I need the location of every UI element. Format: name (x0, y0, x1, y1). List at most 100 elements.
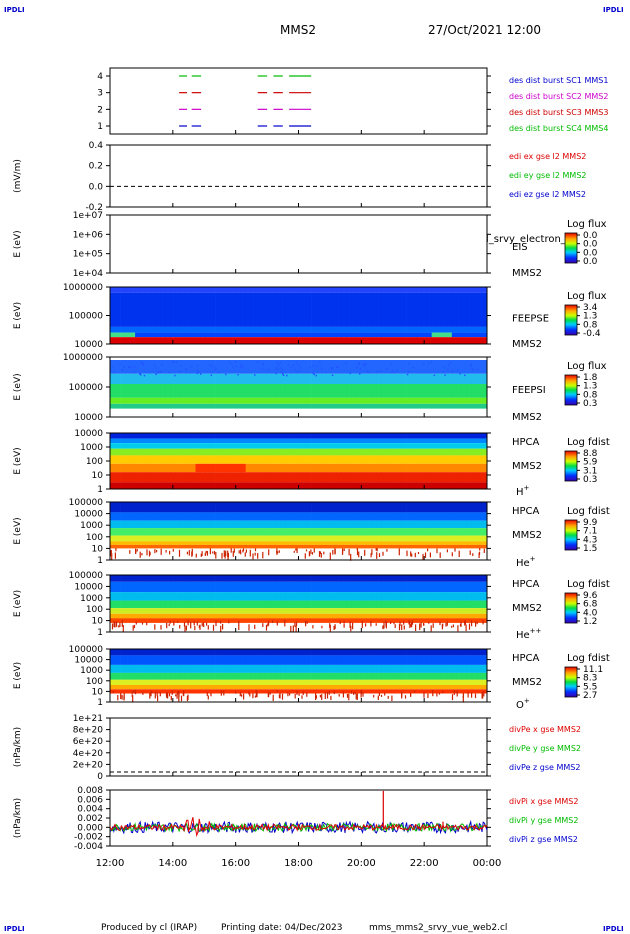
spectrogram-cell (250, 664, 257, 673)
spectrogram-cell (165, 463, 171, 473)
spectrogram-cell (270, 600, 277, 608)
speckle (428, 621, 430, 624)
spectrogram-cell (135, 332, 141, 338)
spectrogram-cell (145, 443, 151, 449)
spectrogram-cell (321, 337, 327, 344)
spectrogram-cell (341, 689, 347, 694)
spectrogram-cell (260, 520, 267, 529)
spectrogram-cell (275, 685, 282, 690)
spectrogram-cell (461, 581, 468, 593)
spectrogram-cell (225, 528, 231, 536)
speckle (430, 361, 433, 363)
spectrogram-cell (311, 448, 317, 456)
spectrogram-cell (180, 541, 186, 545)
spectrogram-cell (356, 403, 362, 409)
spectrogram-cell (235, 535, 242, 542)
spectrogram-cell (130, 403, 136, 409)
spectrogram-cell (306, 292, 312, 327)
speckle (279, 367, 282, 369)
spectrogram-cell (331, 448, 337, 456)
spectrogram-cell (195, 326, 201, 333)
spectrogram-cell (125, 664, 131, 673)
spectrogram-cell (230, 600, 236, 608)
speckle (223, 690, 225, 696)
spectrogram-cell (391, 592, 397, 601)
spectrogram-cell (110, 326, 116, 333)
spectrogram-cell (165, 520, 171, 529)
spectrogram-cell (361, 443, 367, 449)
spectrogram-cell (446, 618, 453, 623)
spectrogram-cell (291, 541, 297, 545)
spectrogram-cell (140, 689, 146, 694)
spectrogram-cell (351, 443, 357, 449)
spectrogram-cell (165, 600, 171, 608)
spectrogram-cell (331, 443, 337, 449)
speckle (356, 549, 359, 556)
spectrogram-cell (436, 613, 443, 619)
spectrogram-cell (260, 613, 267, 619)
spectrogram-cell (431, 502, 438, 513)
speckle (113, 621, 115, 628)
spectrogram-cell (205, 337, 211, 344)
spectrogram-cell (381, 618, 387, 623)
speckle (474, 693, 477, 699)
spectrogram-cell (260, 373, 267, 384)
spectrogram-cell (280, 332, 287, 338)
spectrogram-cell (200, 581, 206, 593)
spectrogram-cell (356, 287, 362, 293)
speckle (429, 552, 431, 558)
spectrogram-cell (200, 433, 206, 439)
spectrogram-cell (210, 332, 216, 338)
speckle (415, 624, 417, 631)
spectrogram-cell (115, 292, 121, 327)
spectrogram-cell (446, 679, 453, 685)
spectrogram-cell (250, 397, 257, 404)
spectrogram-cell (210, 685, 216, 690)
speckle (378, 553, 381, 557)
speckle (215, 367, 217, 370)
y-axis-label: (nPa/km) (13, 798, 23, 838)
spectrogram-cell (195, 512, 201, 521)
spectrogram-cell (160, 679, 166, 685)
spectrogram-cell (456, 664, 463, 673)
speckle (132, 625, 134, 631)
speckle (294, 694, 296, 699)
spectrogram-cell (160, 664, 166, 673)
spectrogram-cell (165, 608, 171, 614)
colorbar-title: Log flux (567, 361, 607, 372)
spectrogram-cell (476, 287, 483, 293)
spectrogram-cell (125, 472, 131, 483)
speckle (254, 624, 256, 629)
spectrogram-cell (210, 326, 216, 333)
colorbar (564, 374, 578, 406)
spectrogram-cell (461, 403, 468, 409)
spectrogram-cell (225, 600, 231, 608)
spectrogram-cell (180, 664, 186, 673)
spectrogram-cell (145, 292, 151, 327)
spectrogram-cell (285, 502, 292, 513)
spectrogram-cell (260, 482, 267, 489)
spectrogram-cell (145, 544, 151, 549)
spectrogram-cell (396, 455, 402, 464)
speckle (315, 695, 317, 699)
spectrogram-cell (285, 337, 292, 344)
spectrogram-cell (291, 373, 297, 384)
spectrogram-cell (451, 685, 458, 690)
spectrogram-cell (265, 433, 272, 439)
speckle (363, 363, 365, 365)
spectrogram-cell (321, 613, 327, 619)
spectrogram-cell (170, 287, 176, 293)
y-tick-label: 1000 (80, 594, 103, 604)
spectrogram-cell (396, 649, 402, 656)
spectrogram-cell (431, 332, 438, 338)
spectrogram-cell (461, 438, 468, 444)
speckle (403, 625, 405, 630)
spectrogram-cell (381, 649, 387, 656)
spectrogram-cell (341, 287, 347, 293)
spectrogram-cell (351, 655, 357, 665)
spectrogram-cell (235, 544, 242, 549)
spectrogram-cell (245, 512, 252, 521)
colorbar-tick-label: 0.0 (583, 257, 598, 267)
spectrogram-cell (416, 332, 422, 338)
spectrogram-cell (270, 472, 277, 483)
